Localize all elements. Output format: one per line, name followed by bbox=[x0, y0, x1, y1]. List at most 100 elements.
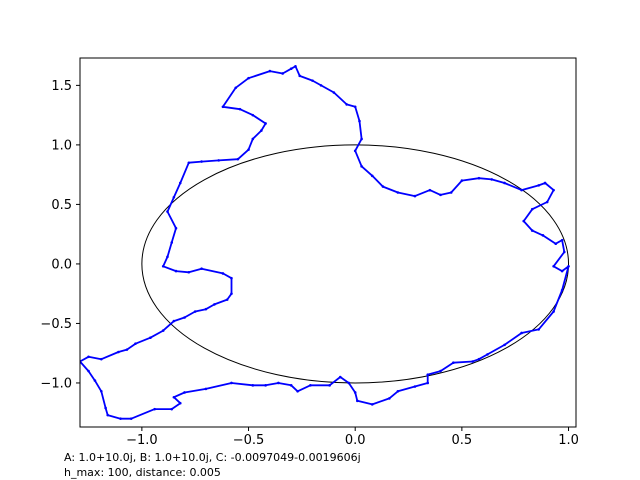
curve-point-9 bbox=[452, 361, 455, 365]
curve-point-98 bbox=[396, 191, 400, 194]
curve-point-32 bbox=[178, 401, 182, 405]
curve-point-58 bbox=[221, 272, 225, 275]
hmax-distance-caption: h_max: 100, distance: 0.005 bbox=[64, 466, 221, 479]
curve-point-94 bbox=[353, 149, 357, 153]
unit-circle bbox=[141, 144, 570, 384]
curve-point-110 bbox=[552, 188, 555, 192]
curve-point-17 bbox=[356, 399, 359, 403]
curve-point-40 bbox=[93, 379, 97, 382]
curve-point-73 bbox=[247, 148, 250, 151]
curve-point-74 bbox=[251, 137, 255, 141]
curve-point-14 bbox=[396, 389, 400, 393]
curve-point-81 bbox=[247, 76, 250, 80]
y-tick-label: 1.0 bbox=[51, 138, 72, 153]
curve-point-54 bbox=[213, 303, 216, 306]
parameters-caption: A: 1.0+10.0j, B: 1.0+10.0j, C: -0.009704… bbox=[64, 451, 361, 464]
curve-point-77 bbox=[251, 113, 255, 117]
curve-point-83 bbox=[281, 72, 284, 75]
curve-point-13 bbox=[413, 385, 417, 388]
curve-point-31 bbox=[172, 395, 176, 399]
curve-point-45 bbox=[117, 350, 120, 354]
curve-point-97 bbox=[381, 185, 385, 188]
x-tick-label: 0.5 bbox=[452, 433, 473, 448]
curve-point-2 bbox=[552, 310, 555, 313]
curve-point-38 bbox=[104, 406, 107, 410]
y-tick-label: −0.5 bbox=[40, 317, 72, 332]
curve-point-11 bbox=[426, 373, 430, 376]
curve-point-107 bbox=[520, 188, 523, 192]
curve-point-30 bbox=[183, 391, 186, 394]
curve-point-113 bbox=[522, 219, 526, 223]
curve-point-72 bbox=[236, 157, 240, 161]
curve-point-6 bbox=[486, 353, 489, 356]
curve-point-61 bbox=[174, 269, 178, 273]
curve-point-115 bbox=[541, 234, 545, 237]
curve-point-75 bbox=[260, 129, 263, 132]
curve-point-114 bbox=[530, 229, 534, 232]
curve-point-56 bbox=[230, 292, 233, 295]
curve-point-39 bbox=[100, 389, 103, 393]
curve-point-26 bbox=[264, 384, 267, 387]
curve-point-100 bbox=[428, 188, 432, 192]
curve-point-104 bbox=[477, 176, 481, 180]
curve-point-108 bbox=[537, 184, 540, 187]
curve-point-70 bbox=[200, 160, 203, 163]
curve-point-86 bbox=[298, 74, 302, 78]
x-tick-label: 1.0 bbox=[558, 433, 579, 448]
curve-point-66 bbox=[166, 210, 169, 213]
curve-point-41 bbox=[87, 369, 90, 373]
curve-point-19 bbox=[347, 381, 351, 385]
curve-point-69 bbox=[187, 161, 191, 165]
curve-point-87 bbox=[311, 79, 314, 82]
y-tick-label: 1.5 bbox=[51, 79, 72, 94]
curve-point-35 bbox=[129, 417, 133, 420]
curve-point-95 bbox=[360, 165, 363, 168]
curve-point-93 bbox=[360, 137, 363, 141]
curve-point-101 bbox=[439, 193, 442, 197]
curve-point-71 bbox=[217, 159, 220, 162]
curve-point-18 bbox=[353, 391, 357, 394]
curve-point-119 bbox=[552, 265, 555, 268]
curve-point-116 bbox=[554, 242, 558, 245]
curve-point-68 bbox=[178, 181, 182, 185]
curve-point-34 bbox=[153, 407, 156, 411]
curve-point-15 bbox=[388, 397, 391, 400]
axes-frame bbox=[79, 57, 577, 428]
curve-point-109 bbox=[543, 181, 547, 185]
x-tick-label: −0.5 bbox=[233, 433, 265, 448]
curve-point-44 bbox=[100, 357, 103, 361]
curve-point-36 bbox=[119, 417, 122, 420]
curve-point-79 bbox=[221, 105, 225, 109]
curve-point-63 bbox=[166, 255, 169, 259]
curve-point-62 bbox=[161, 265, 165, 268]
x-tick-label: 0.0 bbox=[345, 433, 366, 448]
curve-point-20 bbox=[338, 375, 342, 379]
curve-point-33 bbox=[170, 407, 174, 411]
curve-point-8 bbox=[471, 360, 474, 363]
curve-point-1 bbox=[560, 288, 564, 292]
curve-point-12 bbox=[426, 381, 430, 385]
curve-point-112 bbox=[530, 207, 534, 211]
curve-point-78 bbox=[238, 107, 242, 111]
curve-point-90 bbox=[345, 103, 348, 106]
curve-point-76 bbox=[264, 122, 267, 125]
curve-point-85 bbox=[294, 65, 297, 68]
y-tick-label: −1.0 bbox=[40, 376, 72, 391]
y-tick-label: 0.0 bbox=[51, 257, 72, 272]
curve-point-64 bbox=[170, 241, 174, 244]
curve-point-7 bbox=[477, 357, 481, 361]
curve-point-99 bbox=[413, 194, 417, 198]
curve-point-27 bbox=[251, 384, 255, 387]
curve-point-51 bbox=[183, 316, 186, 319]
x-tick-label: −1.0 bbox=[126, 433, 158, 448]
curve-point-23 bbox=[296, 389, 299, 393]
curve-point-48 bbox=[149, 336, 152, 340]
curve-point-21 bbox=[328, 384, 331, 387]
curve-point-4 bbox=[520, 331, 523, 335]
curve-point-111 bbox=[545, 200, 549, 204]
curve-point-82 bbox=[268, 69, 272, 73]
fractal-curve-series bbox=[80, 65, 570, 420]
curve-point-106 bbox=[503, 181, 506, 185]
